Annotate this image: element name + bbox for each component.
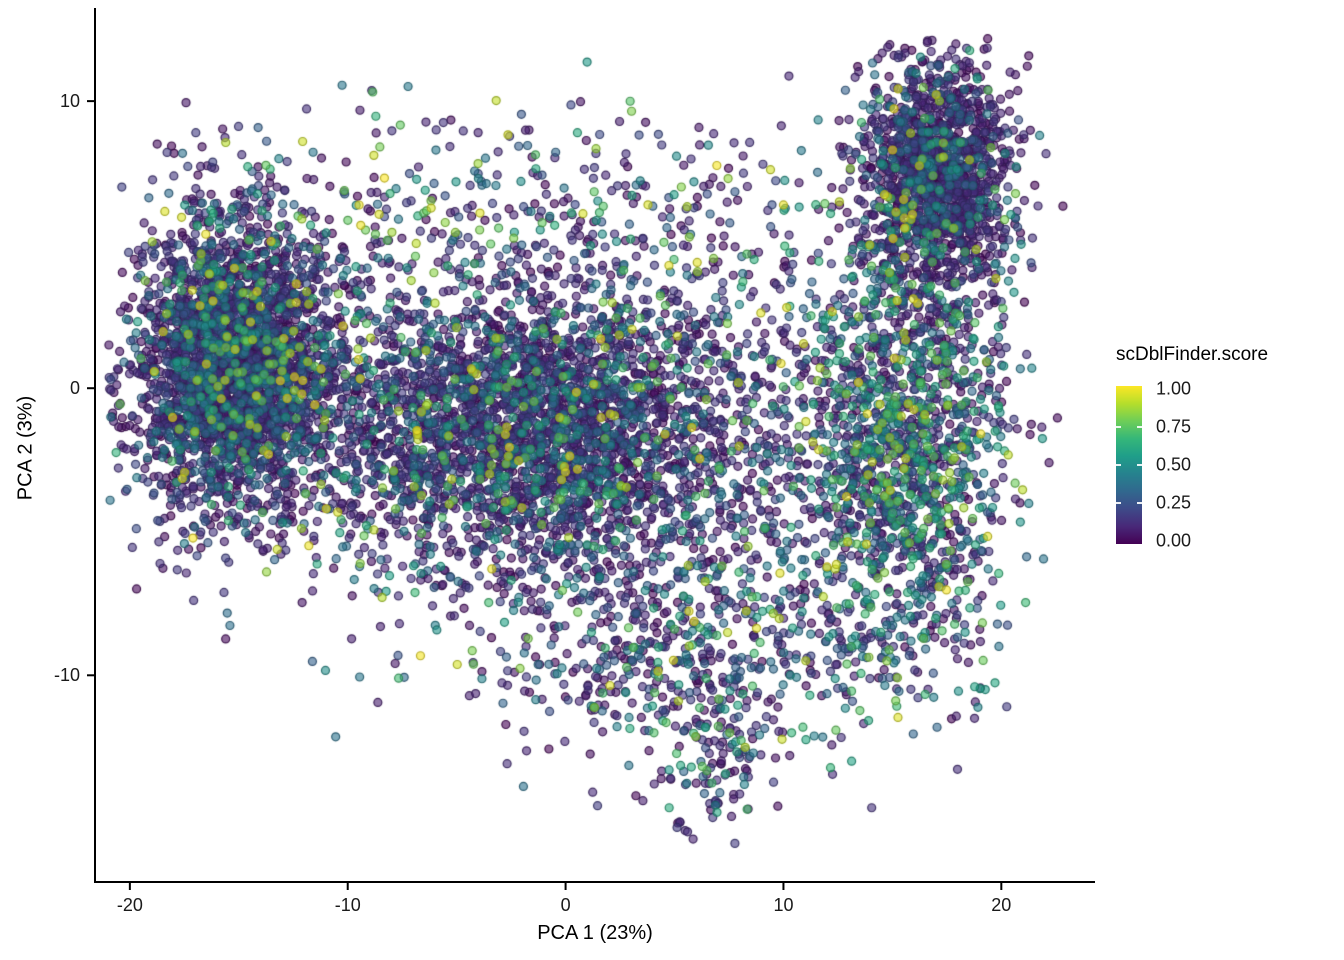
colorbar-tick-label: 0.00	[1156, 530, 1192, 551]
y-tick-label: -10	[53, 665, 80, 686]
x-tick-label: 0	[560, 895, 571, 915]
colorbar-tick-label: 0.50	[1156, 454, 1192, 475]
x-axis-title: PCA 1 (23%)	[537, 922, 653, 944]
colorbar-tick	[1116, 464, 1121, 466]
colorbar-tick-label: 0.75	[1156, 416, 1192, 437]
x-tick-label: 10	[773, 895, 794, 915]
colorbar-tick	[1137, 502, 1142, 504]
colorbar-tick	[1116, 426, 1121, 428]
colorbar-tick	[1116, 502, 1121, 504]
y-axis-title: PCA 2 (3%)	[14, 395, 37, 501]
colorbar-tick-label: 1.00	[1156, 378, 1192, 399]
x-tick-label: 20	[991, 895, 1012, 915]
colorbar-tick	[1137, 464, 1142, 466]
x-tick-label: -10	[334, 895, 361, 915]
colorbar-gradient	[1116, 386, 1142, 544]
colorbar-legend: scDblFinder.score 1.00 0.75 0.50 0.25 0.00	[1112, 344, 1342, 574]
colorbar-tick	[1137, 426, 1142, 428]
y-tick-label: 0	[69, 378, 80, 399]
x-tick-label: -20	[116, 895, 143, 915]
y-tick-label: 10	[59, 91, 80, 112]
legend-title: scDblFinder.score	[1116, 344, 1269, 365]
colorbar-tick-label: 0.25	[1156, 492, 1192, 513]
